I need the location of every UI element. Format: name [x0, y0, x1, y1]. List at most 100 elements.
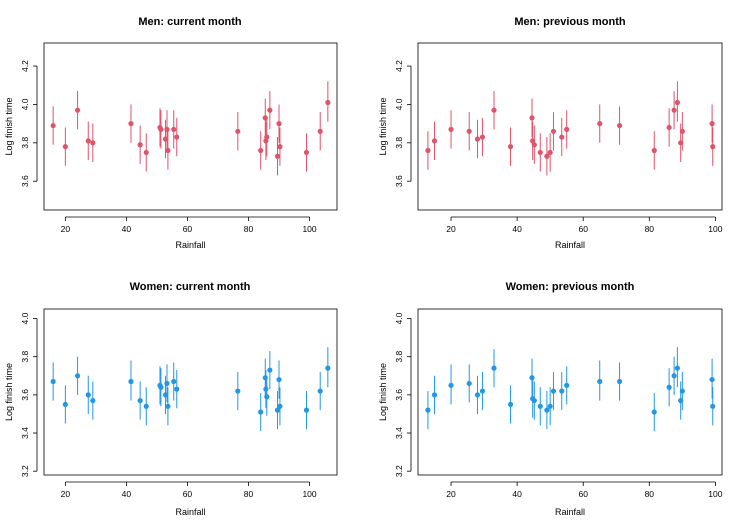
- data-point: [651, 409, 657, 415]
- panel-women-current-month: Women: current month 20 40 60 80 100 3.2 3.4 3.6…: [4, 281, 338, 517]
- data-point: [277, 403, 283, 409]
- chart-title: Men: current month: [138, 16, 242, 28]
- x-tick-label: 100: [302, 224, 316, 234]
- y-tick-label: 4.2: [394, 60, 404, 72]
- data-point: [616, 122, 623, 129]
- data-point: [491, 107, 497, 113]
- data-point: [74, 107, 81, 113]
- data-point: [50, 122, 56, 129]
- data-point: [174, 386, 180, 392]
- y-axis-label: Log finish time: [378, 97, 388, 155]
- y-tick-label: 4.0: [394, 98, 404, 110]
- panel-men-previous-month: Men: previous month 20 40 60 80 100 3.6 3.8 4.0 4…: [378, 16, 723, 250]
- data-point: [531, 397, 537, 404]
- data-point: [537, 149, 543, 156]
- y-tick-label: 3.8: [394, 137, 404, 149]
- data-point: [165, 403, 171, 409]
- x-tick-label: 80: [244, 489, 254, 499]
- data-point: [85, 138, 91, 144]
- plot-frame: [43, 308, 338, 476]
- data-point: [679, 128, 685, 134]
- data-point: [671, 107, 677, 113]
- data-point: [425, 407, 431, 413]
- x-tick-label: 80: [244, 224, 254, 234]
- data-point: [165, 147, 171, 154]
- data-point: [90, 140, 96, 146]
- data-point: [303, 407, 310, 413]
- data-point: [164, 126, 170, 132]
- data-point: [303, 149, 310, 156]
- data-point: [267, 107, 273, 113]
- data-point: [537, 403, 543, 409]
- x-axis-label: Rainfall: [175, 240, 205, 250]
- data-point: [425, 147, 431, 154]
- data-point: [559, 134, 565, 140]
- x-axis-label: Rainfall: [555, 507, 585, 517]
- x-tick-label: 20: [61, 224, 71, 234]
- data-point: [137, 397, 143, 404]
- y-tick-label: 3.6: [20, 389, 30, 401]
- data-point: [529, 375, 535, 381]
- x-tick-label: 60: [183, 489, 193, 499]
- x-tick-label: 20: [61, 489, 71, 499]
- data-point: [143, 403, 149, 409]
- data-point: [171, 378, 177, 385]
- x-tick-label: 80: [645, 224, 655, 234]
- data-point: [143, 149, 149, 156]
- plot-frame: [417, 42, 723, 211]
- x-axis-label: Rainfall: [175, 507, 205, 517]
- x-tick-label: 60: [578, 489, 588, 499]
- data-point: [235, 388, 241, 394]
- data-point: [547, 403, 553, 409]
- data-point: [479, 388, 486, 394]
- y-tick-label: 4.0: [20, 98, 30, 110]
- data-point: [550, 128, 557, 134]
- data-point: [164, 380, 170, 387]
- data-point: [62, 144, 68, 150]
- y-tick-label: 3.8: [20, 137, 30, 149]
- data-point: [277, 144, 283, 150]
- data-point: [258, 409, 264, 415]
- data-point: [158, 384, 164, 390]
- data-point: [597, 378, 603, 385]
- data-point: [431, 138, 438, 144]
- y-tick-label: 3.6: [394, 175, 404, 187]
- x-tick-label: 40: [512, 489, 522, 499]
- data-point: [325, 365, 331, 371]
- data-point: [559, 388, 565, 394]
- x-tick-label: 40: [512, 224, 522, 234]
- data-point: [62, 401, 68, 408]
- data-point: [50, 378, 56, 385]
- x-tick-label: 60: [578, 224, 588, 234]
- data-point: [276, 121, 282, 127]
- x-tick-label: 60: [183, 224, 193, 234]
- data-point: [274, 153, 281, 159]
- data-point: [174, 134, 180, 140]
- data-point: [90, 397, 96, 404]
- plot-frame: [43, 42, 338, 211]
- data-point: [85, 392, 91, 398]
- panel-women-previous-month: Women: previous month 20 40 60 80 100 3.2 3.4 3.…: [378, 281, 723, 517]
- y-tick-label: 3.8: [20, 351, 30, 363]
- data-point: [544, 407, 550, 413]
- y-axis-label: Log finish time: [4, 97, 14, 155]
- x-tick-label: 100: [302, 489, 316, 499]
- plot-frame: [417, 308, 723, 476]
- data-point: [666, 384, 672, 390]
- data-point: [507, 401, 514, 408]
- chart-title: Women: current month: [130, 281, 251, 293]
- data-point: [529, 115, 535, 121]
- data-point: [531, 142, 537, 148]
- data-point: [74, 373, 81, 379]
- data-point: [710, 144, 716, 150]
- data-point: [466, 128, 472, 134]
- data-point: [651, 147, 657, 154]
- data-point: [491, 365, 497, 371]
- data-point: [431, 392, 438, 398]
- data-point: [448, 126, 454, 132]
- y-tick-label: 3.4: [394, 427, 404, 439]
- y-tick-label: 3.8: [394, 351, 404, 363]
- data-point: [258, 147, 264, 154]
- data-point: [267, 367, 273, 373]
